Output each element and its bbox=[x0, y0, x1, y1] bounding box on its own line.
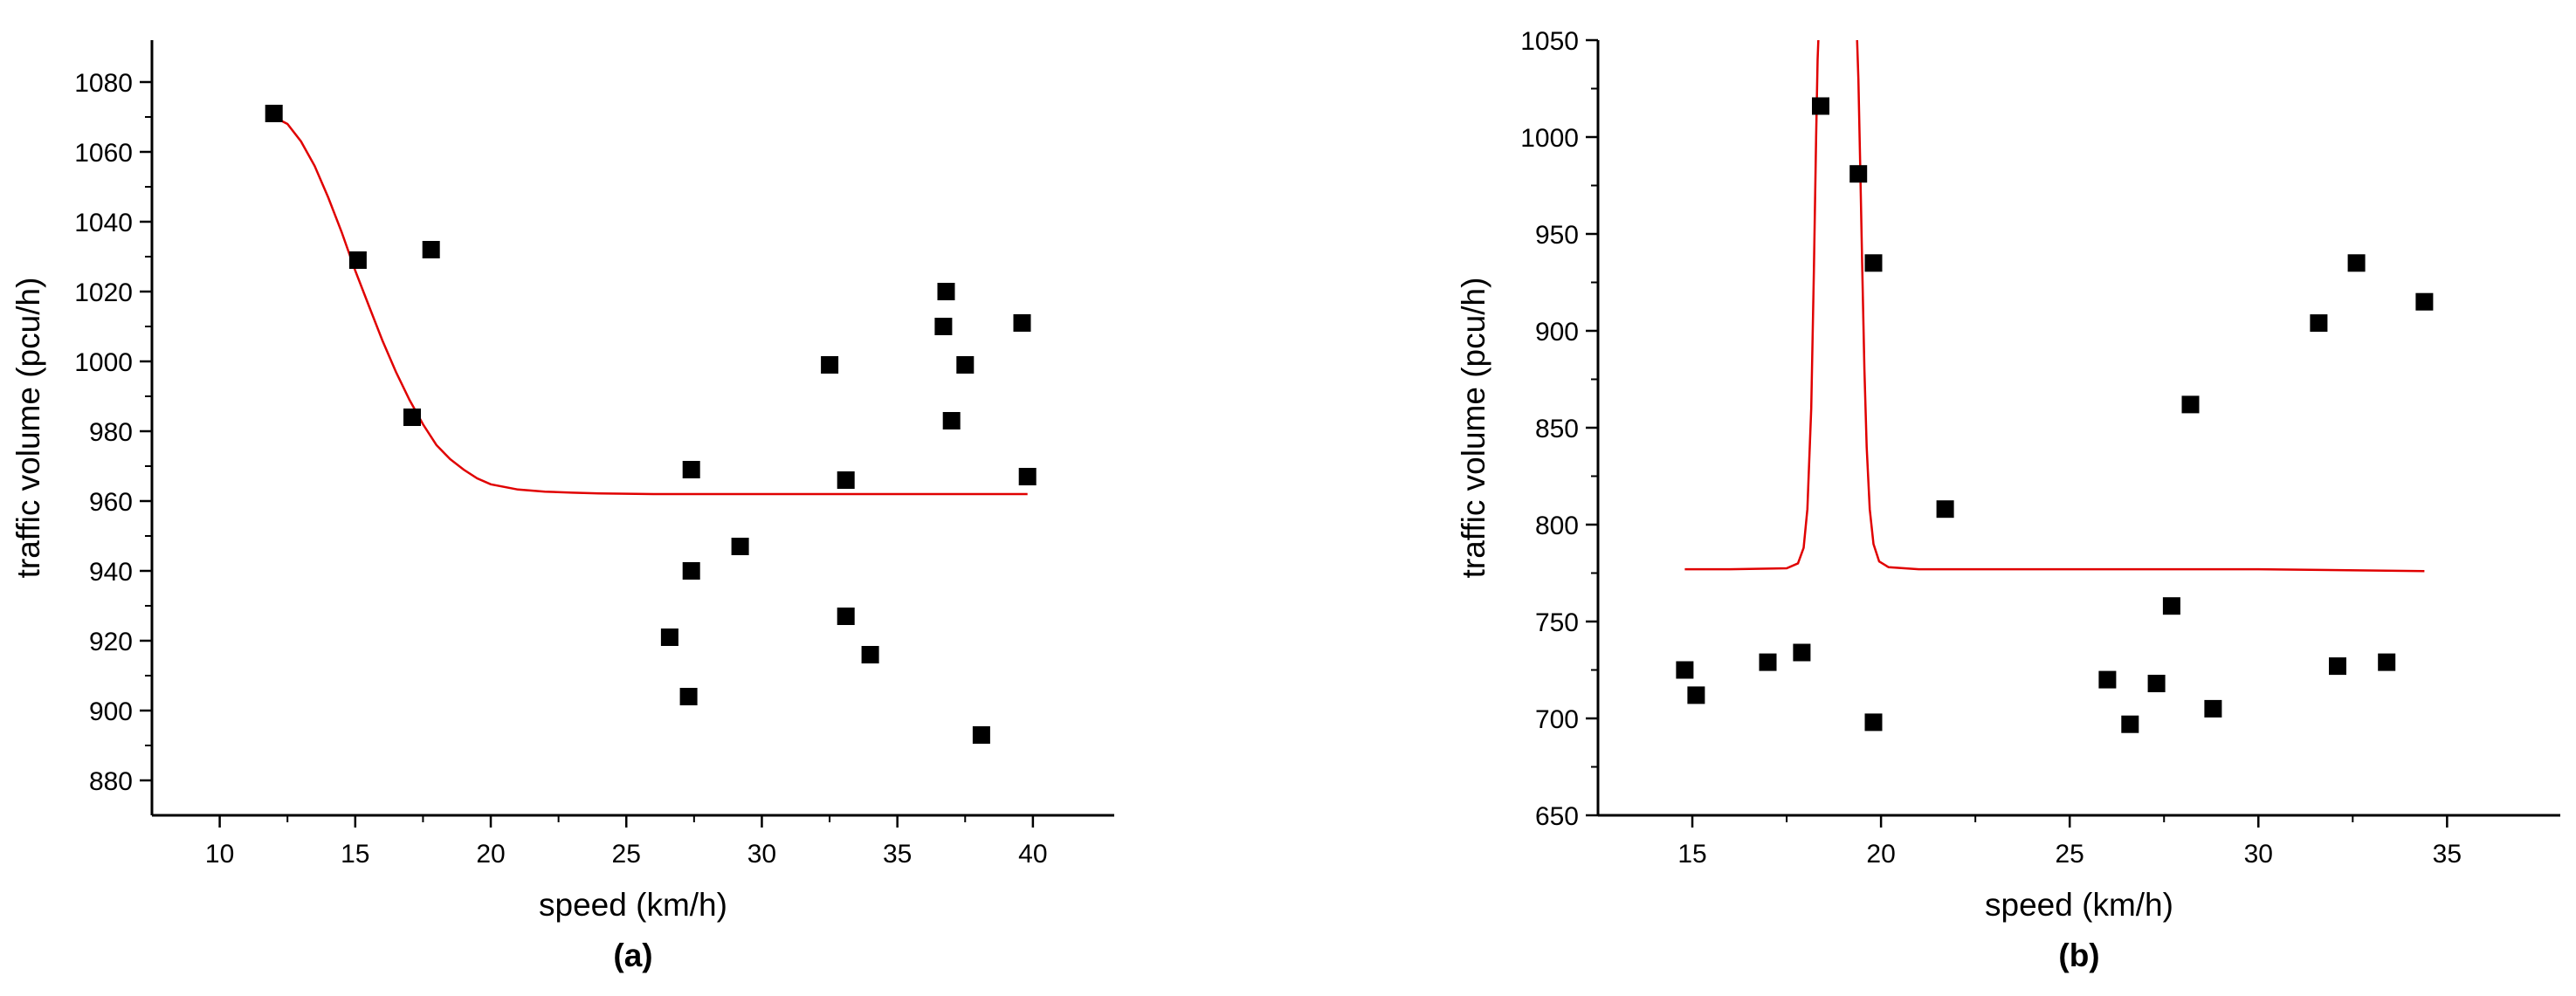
chart-panel-a: 10 15 20 25 30 35 40 880 900 920 940 960 980 1000 102… bbox=[10, 40, 1114, 973]
scatter-point bbox=[2204, 699, 2222, 718]
y-tick-label: 900 bbox=[89, 697, 133, 726]
scatter-point bbox=[2378, 653, 2396, 671]
scatter-point bbox=[956, 356, 975, 374]
y-tick-label: 1000 bbox=[1520, 124, 1579, 153]
y-tick-label: 1060 bbox=[74, 139, 133, 168]
scatter-point bbox=[2415, 292, 2434, 311]
y-tick-label: 940 bbox=[89, 558, 133, 587]
y-axis-ticks: 880 900 920 940 960 980 1000 1020 1040 1060 1080 bbox=[74, 69, 152, 796]
x-tick-label: 25 bbox=[612, 840, 641, 869]
scatter-point bbox=[2329, 657, 2346, 676]
x-tick-label: 20 bbox=[1866, 840, 1895, 869]
x-tick-label: 30 bbox=[2244, 840, 2273, 869]
y-axis-title: traffic volume (pcu/h) bbox=[10, 278, 46, 579]
fit-curve bbox=[1684, 40, 2425, 573]
x-axis-ticks: 10 15 20 25 30 35 40 bbox=[205, 815, 1048, 869]
y-tick-label: 900 bbox=[1535, 318, 1579, 347]
y-tick-label: 950 bbox=[1535, 221, 1579, 250]
panel-label: (b) bbox=[2058, 938, 2099, 973]
scatter-point bbox=[422, 241, 440, 258]
x-tick-label: 35 bbox=[2433, 840, 2462, 869]
scatter-point bbox=[972, 726, 990, 744]
x-tick-label: 30 bbox=[747, 840, 776, 869]
y-tick-label: 920 bbox=[89, 628, 133, 656]
scatter-point bbox=[2181, 395, 2200, 414]
scatter-point bbox=[1864, 713, 1883, 732]
y-tick-label: 1050 bbox=[1520, 27, 1579, 56]
scatter-point bbox=[265, 105, 283, 122]
scatter-point bbox=[1687, 686, 1705, 704]
y-tick-label: 850 bbox=[1535, 415, 1579, 443]
y-tick-label: 700 bbox=[1535, 705, 1579, 734]
scatter-point bbox=[2098, 670, 2117, 689]
scatter-point bbox=[837, 608, 855, 625]
scatter-point bbox=[1759, 653, 1777, 671]
scatter-point bbox=[660, 629, 678, 646]
panel-label: (a) bbox=[613, 938, 652, 973]
y-tick-label: 750 bbox=[1535, 608, 1579, 637]
x-tick-label: 35 bbox=[883, 840, 912, 869]
x-tick-label: 25 bbox=[2056, 840, 2084, 869]
x-tick-label: 15 bbox=[341, 840, 369, 869]
scatter-point bbox=[2162, 597, 2180, 615]
chart-panel-b: 15 20 25 30 35 650 700 750 800 850 900 950 1000 1050… bbox=[1456, 27, 2560, 973]
scatter-point bbox=[821, 356, 839, 374]
scatter-point bbox=[2310, 314, 2328, 333]
fit-curve bbox=[273, 115, 1028, 496]
scatter-point bbox=[2347, 254, 2366, 272]
y-tick-label: 880 bbox=[89, 767, 133, 796]
scatter-point bbox=[1812, 97, 1829, 115]
x-axis-title: speed (km/h) bbox=[539, 887, 727, 923]
scatter-point bbox=[731, 538, 749, 555]
scatter-point bbox=[682, 562, 700, 580]
x-axis-ticks: 15 20 25 30 35 bbox=[1677, 815, 2462, 869]
scatter-point bbox=[942, 412, 961, 429]
x-axis-title: speed (km/h) bbox=[1985, 887, 2173, 923]
scatter-point bbox=[861, 646, 879, 663]
x-tick-label: 15 bbox=[1677, 840, 1706, 869]
scatter-point bbox=[1013, 314, 1031, 332]
scatter-points bbox=[1676, 97, 2434, 733]
scatter-point bbox=[682, 461, 700, 478]
y-axis-ticks: 650 700 750 800 850 900 950 1000 1050 bbox=[1520, 27, 1598, 831]
y-tick-label: 960 bbox=[89, 488, 133, 517]
scatter-point bbox=[1793, 643, 1811, 662]
y-tick-label: 980 bbox=[89, 418, 133, 447]
y-tick-label: 1000 bbox=[74, 348, 133, 377]
x-tick-label: 20 bbox=[476, 840, 505, 869]
scatter-point bbox=[1018, 468, 1037, 485]
y-tick-label: 800 bbox=[1535, 512, 1579, 540]
y-tick-label: 650 bbox=[1535, 802, 1579, 831]
scatter-point bbox=[1936, 500, 1954, 519]
scatter-point bbox=[1676, 661, 1694, 679]
x-tick-label: 40 bbox=[1018, 840, 1047, 869]
y-axis-title: traffic volume (pcu/h) bbox=[1456, 278, 1491, 579]
scatter-point bbox=[348, 251, 367, 269]
scatter-point bbox=[1864, 254, 1883, 272]
scatter-point bbox=[1849, 165, 1868, 183]
scatter-point bbox=[837, 471, 855, 489]
scatter-points bbox=[265, 105, 1037, 744]
scatter-point bbox=[934, 318, 953, 335]
y-tick-label: 1040 bbox=[74, 209, 133, 237]
scatter-point bbox=[2147, 675, 2166, 692]
x-tick-label: 10 bbox=[205, 840, 234, 869]
y-tick-label: 1080 bbox=[74, 69, 133, 98]
scatter-point bbox=[2121, 715, 2139, 733]
y-tick-label: 1020 bbox=[74, 278, 133, 307]
scatter-point bbox=[937, 283, 955, 300]
scatter-point bbox=[679, 688, 698, 705]
scatter-point bbox=[403, 409, 421, 426]
